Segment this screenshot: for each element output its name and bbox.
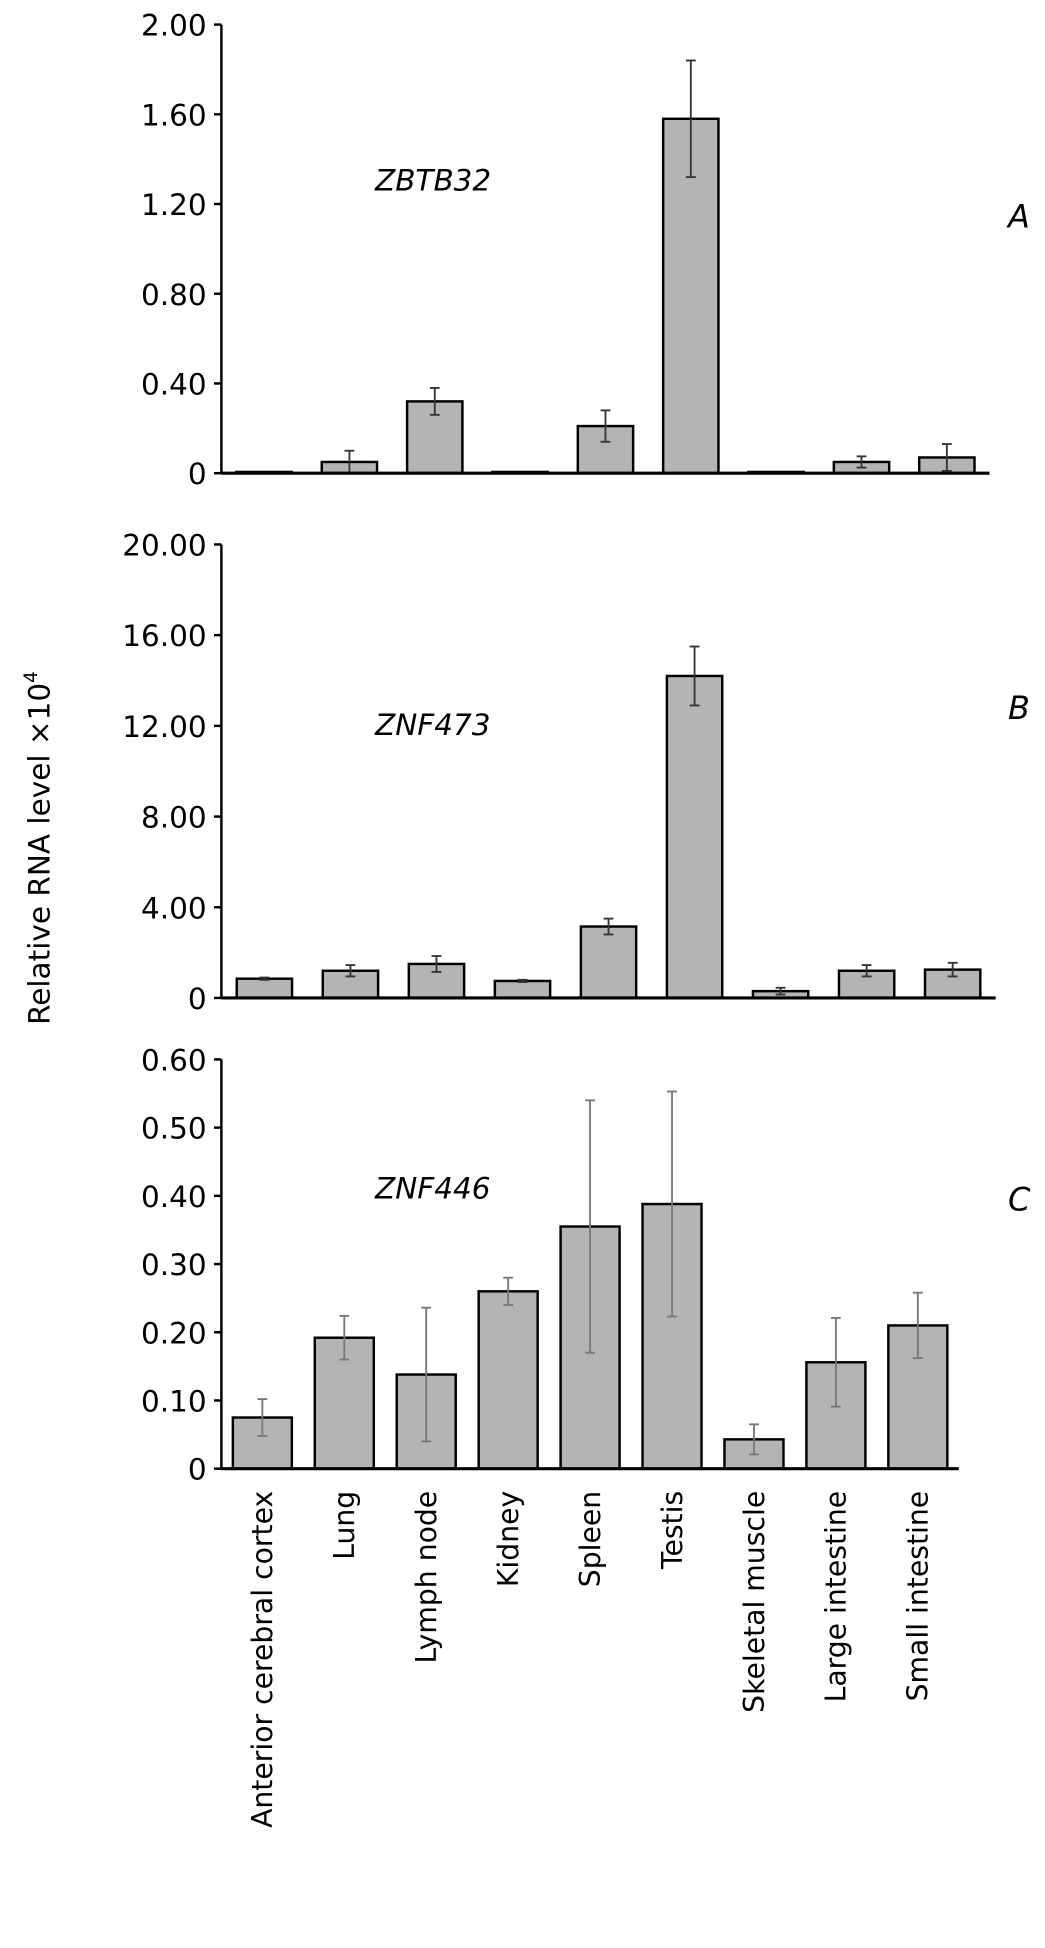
gene-name: ZBTB32	[374, 163, 491, 197]
panel-letter: A	[1006, 197, 1030, 235]
y-tick-label: 0.60	[141, 1043, 207, 1077]
y-tick-label: 0.20	[141, 1316, 207, 1350]
y-tick-label: 0.10	[141, 1385, 207, 1419]
y-tick-label: 0	[188, 982, 207, 1016]
x-tick-label: Testis	[656, 1491, 689, 1570]
y-tick-label: 16.00	[122, 619, 206, 653]
error-bar	[600, 409, 611, 443]
error-bar	[941, 443, 952, 472]
error-bar	[259, 976, 270, 981]
error-bar	[861, 964, 872, 978]
error-bar	[603, 917, 614, 936]
error-bar	[947, 961, 958, 978]
error-bar	[775, 986, 786, 996]
error-bar	[503, 1276, 514, 1306]
y-tick-label: 2.00	[141, 9, 207, 43]
error-bar	[830, 1317, 841, 1408]
y-tick-label: 1.60	[141, 98, 207, 132]
bar	[923, 968, 982, 1000]
y-tick-label: 0.80	[141, 278, 207, 312]
y-tick-label: 4.00	[141, 891, 207, 925]
panel-a: 0 0.40 0.80 1.20 1.60 2.00 ZBTB32 A	[141, 9, 1030, 492]
error-bar	[749, 1423, 759, 1456]
y-tick-label: 0.30	[141, 1248, 207, 1282]
bar	[235, 977, 294, 1000]
error-bar	[429, 387, 440, 416]
gene-name: ZNF473	[374, 708, 491, 742]
bar	[665, 674, 724, 1000]
error-bar	[517, 978, 528, 984]
panel-b: 0 4.00 8.00 12.00 16.00 20.00 ZNF473 B	[122, 529, 1030, 1017]
y-tick-label: 1.20	[141, 188, 207, 222]
x-tick-label: Spleen	[574, 1491, 607, 1587]
y-tick-label: 0.50	[141, 1112, 207, 1146]
y-axis-label: Relative RNA level ×104	[21, 671, 56, 1025]
error-bar	[345, 964, 356, 978]
y-tick-label: 12.00	[122, 710, 206, 744]
error-bar	[912, 1291, 923, 1360]
y-tick-label: 20.00	[122, 529, 206, 563]
error-bar	[585, 1099, 596, 1354]
bar	[579, 925, 638, 1000]
error-bar	[667, 1090, 677, 1318]
x-tick-label: Lung	[328, 1491, 361, 1560]
y-tick-label: 0	[188, 457, 207, 491]
error-bar	[685, 59, 696, 179]
error-bar	[431, 955, 442, 973]
x-tick-label: Large intestine	[820, 1491, 853, 1703]
bar	[477, 1290, 539, 1470]
error-bar	[421, 1306, 432, 1443]
x-tick-label: Lymph node	[410, 1491, 443, 1664]
error-bar	[339, 1314, 350, 1361]
x-tick-label: Anterior cerebral cortex	[246, 1491, 279, 1828]
y-tick-label: 0	[188, 1453, 207, 1487]
x-tick-label: Small intestine	[902, 1491, 935, 1702]
error-bar	[856, 455, 867, 469]
panel-letter: B	[1008, 689, 1030, 727]
panel-letter: C	[1008, 1181, 1031, 1219]
x-tick-label: Kidney	[492, 1491, 525, 1587]
panel-c: 0 0.10 0.20 0.30 0.40 0.50 0.60 Anterior cerebr…	[141, 1043, 1031, 1827]
bar	[493, 979, 552, 1000]
y-tick-label: 0.40	[141, 368, 207, 402]
error-bar	[689, 645, 700, 707]
y-tick-label: 0.40	[141, 1180, 207, 1214]
gene-name: ZNF446	[374, 1171, 491, 1205]
x-tick-label: Skeletal muscle	[738, 1491, 771, 1713]
y-tick-label: 8.00	[141, 801, 207, 835]
error-bar	[257, 1398, 268, 1437]
